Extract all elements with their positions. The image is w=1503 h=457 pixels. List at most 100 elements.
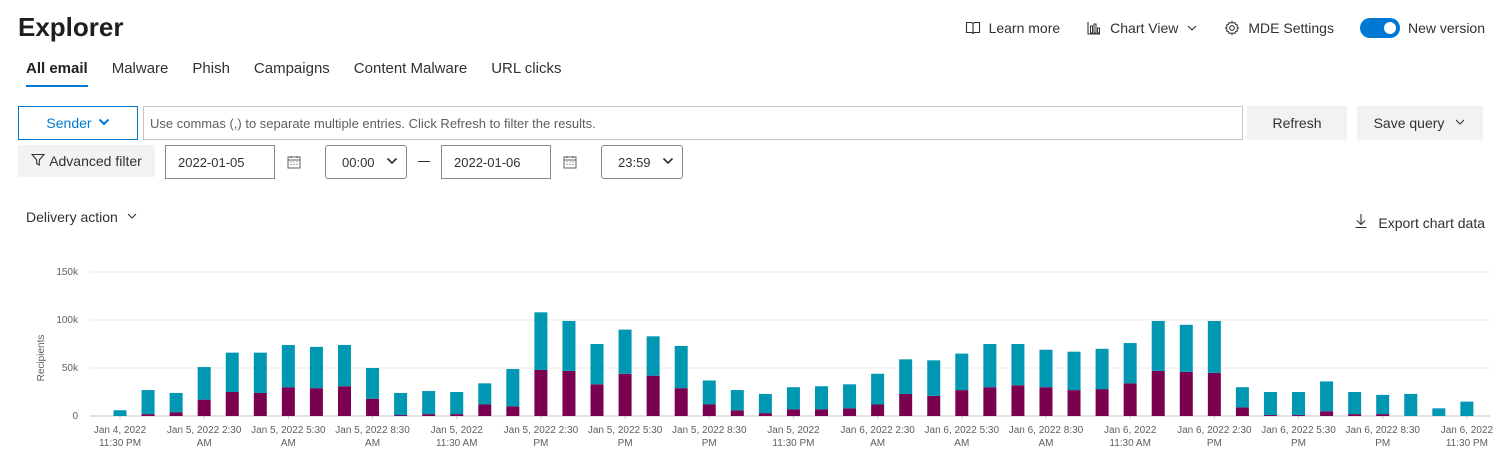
bar-segment-bottom [955,390,969,416]
x-tick-label: Jan 5, 2022 2:30 [167,425,242,436]
top-actions: Learn more Chart View MDE Settings New v… [965,18,1485,38]
chevron-down-icon [386,155,398,170]
x-tick-label: AM [365,438,380,449]
bar-segment-top [1067,351,1081,391]
bar-segment-top [253,352,267,393]
bar-segment-top [1123,343,1137,384]
bar-segment-bottom [1292,415,1306,416]
filter-field-dropdown[interactable]: Sender [18,106,138,140]
bar-chart-icon [1086,20,1102,36]
bar-segment-bottom [141,414,155,416]
bar-segment-bottom [309,388,323,416]
tab-phish[interactable]: Phish [192,60,230,77]
end-date-input[interactable]: 2022-01-06 [441,145,551,179]
bar-segment-top [394,392,408,416]
bar-segment-bottom [450,414,464,416]
bar-segment-bottom [281,387,295,416]
delivery-action-dropdown[interactable]: Delivery action [26,209,138,225]
advanced-filter-button[interactable]: Advanced filter [18,145,155,177]
bar-segment-top [450,392,464,415]
x-tick-label: Jan 5, 2022 5:30 [251,425,326,436]
export-chart-data-button[interactable]: Export chart data [1354,213,1485,232]
export-chart-data-label: Export chart data [1378,214,1485,231]
bar-segment-top [337,344,351,387]
bar-segment-top [422,391,436,415]
bar-segment-bottom [843,408,857,416]
new-version-label: New version [1407,20,1485,36]
bar-segment-bottom [1151,370,1165,416]
x-tick-label: Jan 5, 2022 8:30 [335,425,410,436]
bar-segment-top [506,368,520,407]
y-tick-label: 150k [56,267,79,278]
tab-campaigns[interactable]: Campaigns [253,60,330,77]
bar-segment-top [562,320,576,371]
bar-segment-top [169,392,183,413]
bar-segment-bottom [422,414,436,416]
download-icon [1354,213,1368,232]
bar-segment-bottom [1123,383,1137,416]
mde-settings-link[interactable]: MDE Settings [1224,20,1334,36]
bar-segment-top [843,384,857,409]
x-tick-label: Jan 6, 2022 5:30 [1261,425,1336,436]
chevron-down-icon [98,115,110,131]
bar-segment-bottom [225,392,239,416]
chevron-down-icon [126,209,138,225]
tab-all-email[interactable]: All email [26,60,88,87]
calendar-icon[interactable] [551,145,589,179]
filter-value-input[interactable] [143,106,1243,140]
end-time-value: 23:59 [618,154,651,170]
save-query-label: Save query [1373,115,1445,131]
bar-segment-top [225,352,239,392]
x-tick-label: 11:30 AM [1109,438,1151,449]
bar-segment-bottom [1095,389,1109,416]
x-tick-label: Jan 6, 2022 5:30 [925,425,1000,436]
bar-segment-top [1404,393,1418,416]
x-tick-label: Jan 5, 2022 5:30 [588,425,663,436]
bar-segment-bottom [871,404,885,416]
tab-malware[interactable]: Malware [111,60,169,77]
bar-segment-top [113,410,127,416]
bar-segment-top [1039,349,1053,388]
end-time-select[interactable]: 23:59 [601,145,683,179]
bar-segment-top [1348,392,1362,415]
bar-segment-top [1432,408,1446,416]
start-time-value: 00:00 [342,154,375,170]
refresh-button[interactable]: Refresh [1247,106,1347,140]
x-tick-label: PM [1207,438,1222,449]
chevron-down-icon [1454,115,1466,131]
page-title: Explorer [18,12,124,42]
bar-segment-bottom [646,375,660,416]
bar-segment-top [983,344,997,388]
x-tick-label: Jan 6, 2022 [1441,425,1494,436]
start-time-select[interactable]: 00:00 [325,145,407,179]
calendar-icon[interactable] [275,145,313,179]
tab-url-clicks[interactable]: URL clicks [491,60,562,77]
bar-segment-top [618,329,632,374]
recipients-chart: 0 50k 100k 150k Recipients Jan 4, 2022 11:30 P… [36,267,1494,449]
bar-segment-top [674,345,688,389]
bar-segment-bottom [394,415,408,416]
x-tick-label: Jan 6, 2022 2:30 [840,425,915,436]
bar-segment-top [1179,324,1193,372]
bar-segment-bottom [1235,407,1249,416]
bar-segment-bottom [899,393,913,416]
bar-segment-bottom [1376,414,1390,416]
new-version-toggle[interactable] [1359,18,1400,38]
filter-icon [30,153,46,170]
chart-view-dropdown[interactable]: Chart View [1086,20,1198,36]
bar-segment-bottom [1011,385,1025,416]
bar-segment-top [366,368,380,399]
x-tick-label: PM [533,438,548,449]
learn-more-link[interactable]: Learn more [965,20,1060,36]
bar-segment-top [702,380,716,405]
tab-content-malware[interactable]: Content Malware [353,60,468,77]
x-tick-label: Jan 5, 2022 8:30 [672,425,747,436]
x-tick-label: Jan 5, 2022 [767,425,820,436]
start-date-input[interactable]: 2022-01-05 [165,145,275,179]
x-tick-label: PM [1375,438,1390,449]
bar-segment-bottom [618,373,632,416]
bar-segment-bottom [927,395,941,416]
save-query-button[interactable]: Save query [1357,106,1483,140]
x-tick-label: AM [1038,438,1053,449]
y-axis-label: Recipients [36,335,47,382]
